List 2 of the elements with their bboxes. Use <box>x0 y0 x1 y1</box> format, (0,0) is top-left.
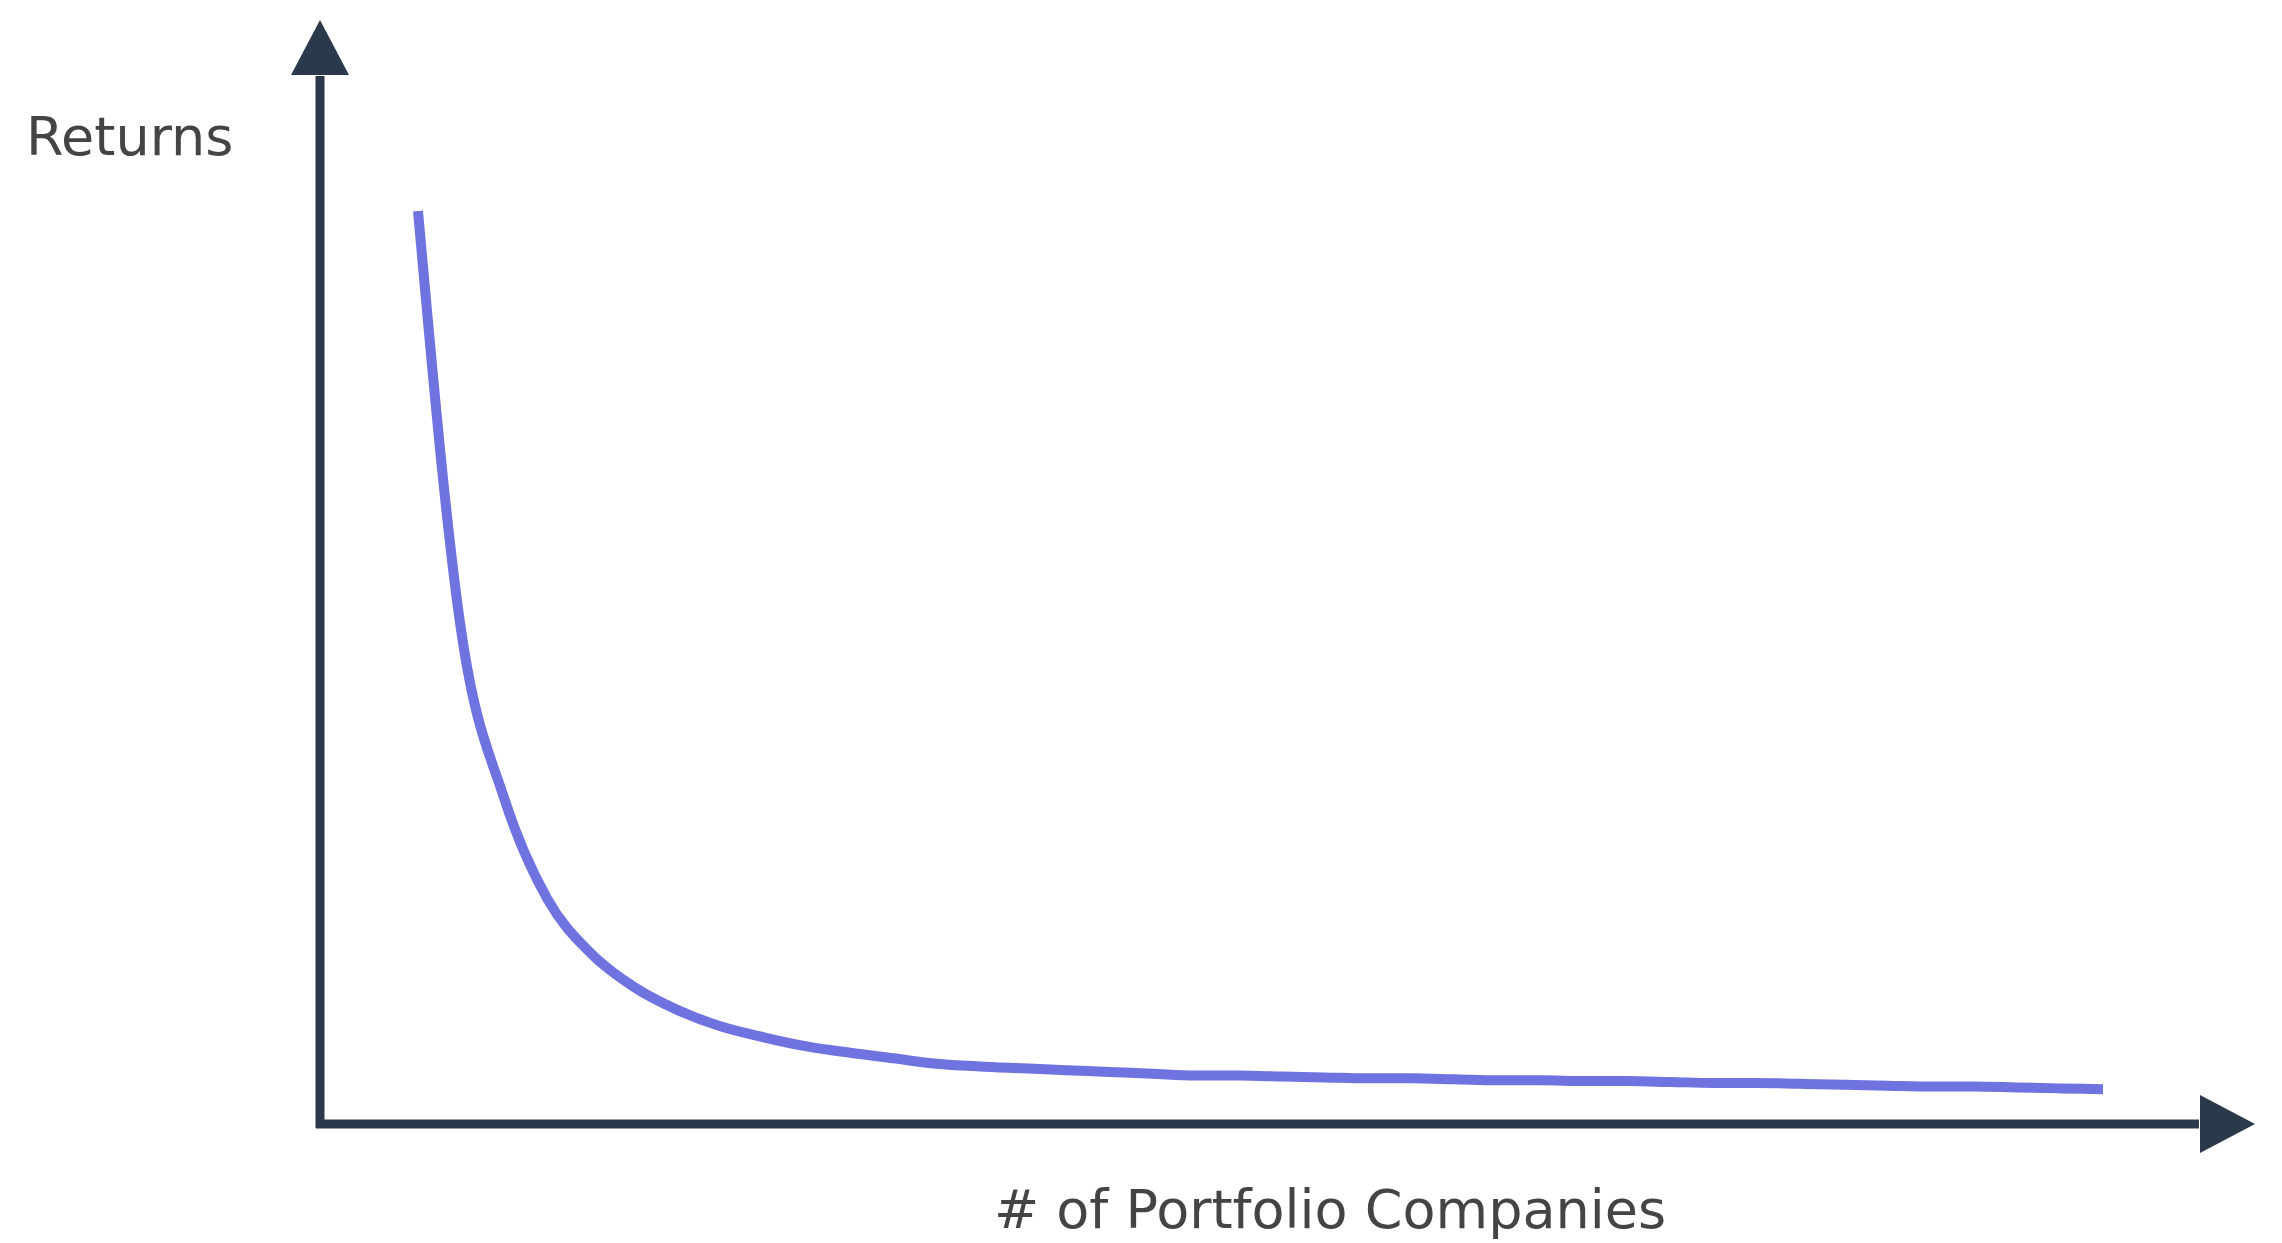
x-axis-title: # of Portfolio Companies <box>993 1178 1667 1241</box>
y-axis-title: Returns <box>26 105 234 168</box>
